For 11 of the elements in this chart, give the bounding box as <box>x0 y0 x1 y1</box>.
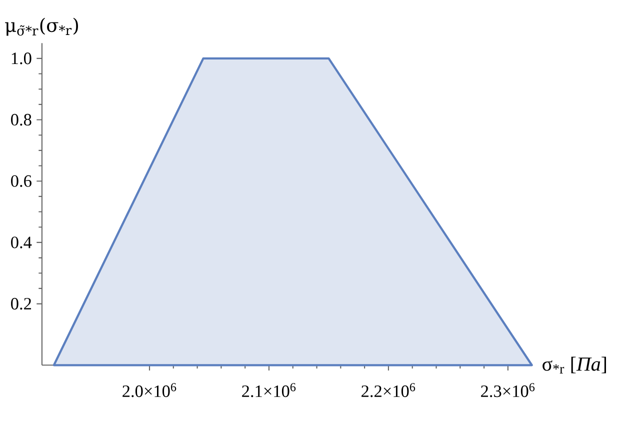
y-tick-label: 0.2 <box>11 298 32 310</box>
x-tick-label: 2.1×10$^{6}$ <box>242 383 296 398</box>
x-tick-label: 2.3×10$^{6}$ <box>481 383 535 398</box>
y-tick-label: 0.8 <box>11 114 32 126</box>
y-tick-label: 0.4 <box>11 236 32 248</box>
x-tick-label: 2.2×10$^{6}$ <box>362 383 416 398</box>
x-tick-label: 2.0×10$^{6}$ <box>122 383 176 398</box>
y-axis-title: μ$_{σ̃*r}$(σ$_{*r}$) <box>5 18 78 36</box>
y-tick-label: 0.6 <box>11 175 32 187</box>
x-axis-title: σ$_{*r}$ [Па] <box>542 356 606 374</box>
y-tick-label: 1.0 <box>12 52 32 64</box>
